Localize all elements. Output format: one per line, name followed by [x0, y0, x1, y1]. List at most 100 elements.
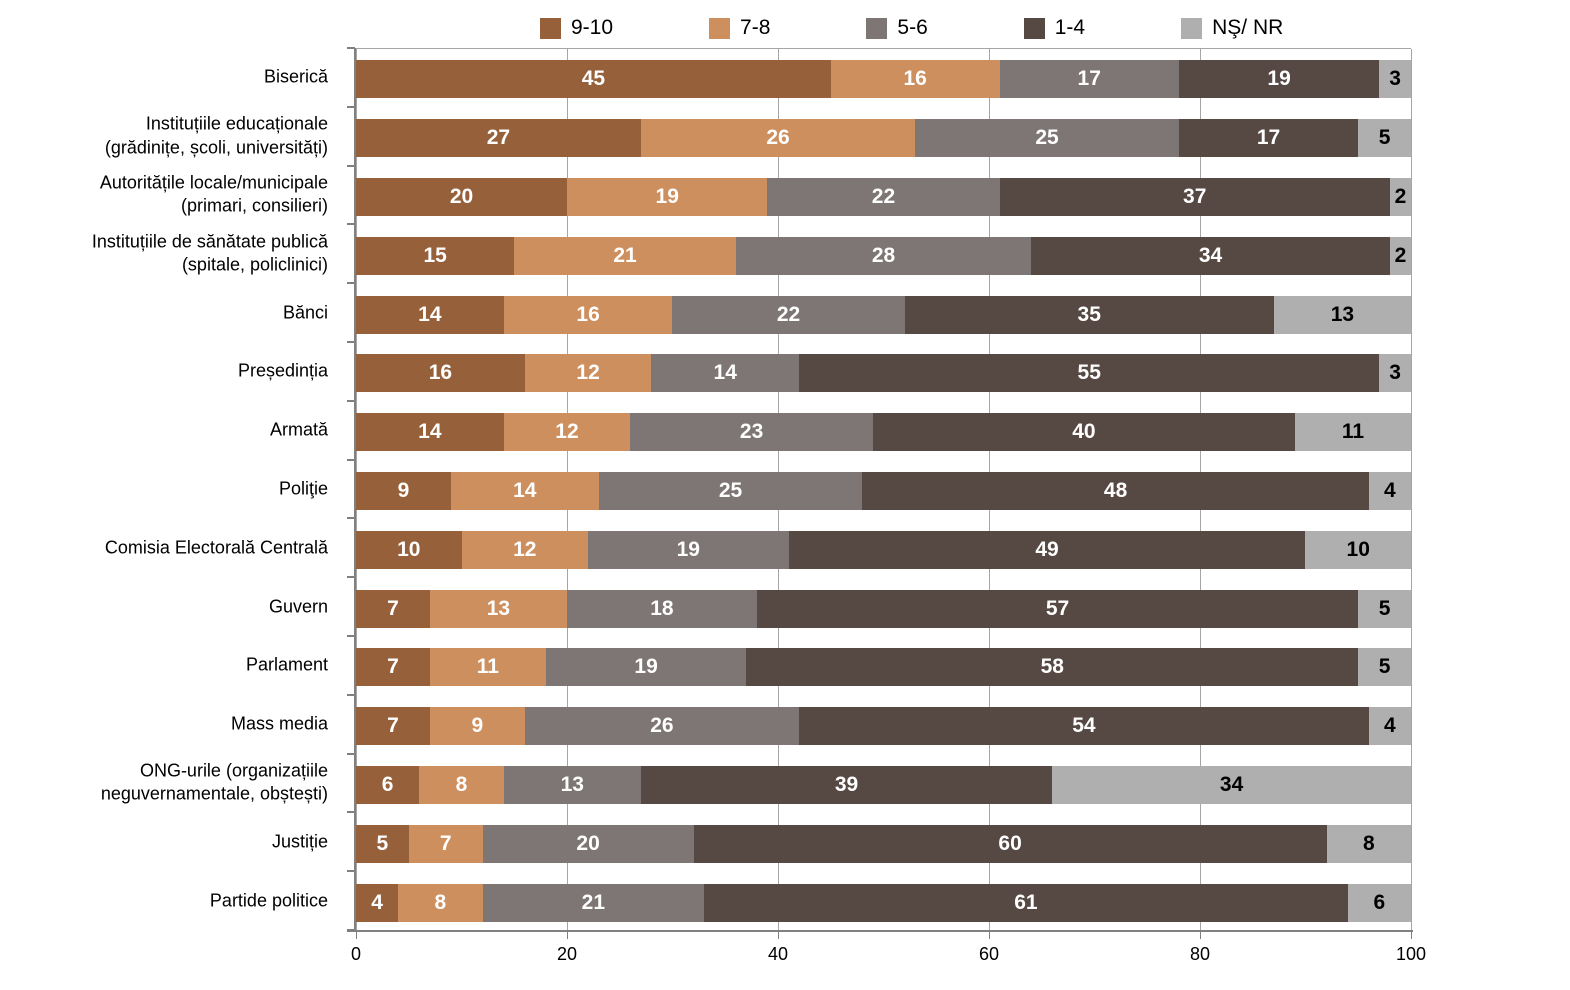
bar-value-label: 17 — [1256, 126, 1281, 150]
x-axis-tick — [989, 930, 990, 939]
y-axis-tick — [347, 576, 355, 579]
bar-segment: 12 — [503, 413, 631, 452]
category-label: Partide politice — [209, 889, 328, 910]
bar-value-label: 4 — [1384, 479, 1396, 502]
bar-value-label: 19 — [634, 655, 658, 679]
bar-value-label: 4 — [1384, 714, 1396, 738]
bar-value-label: 16 — [428, 361, 453, 385]
legend-item: 5-6 — [866, 16, 928, 40]
bar-value-label: 26 — [650, 714, 674, 738]
legend-swatch-icon — [709, 17, 731, 39]
legend-swatch-icon — [1023, 17, 1045, 39]
bar-segment: 58 — [746, 648, 1359, 687]
bar-row: 10 12 19 49 10 — [356, 530, 1411, 569]
bar-segment: 12 — [461, 530, 589, 569]
bar-row: 5 7 20 60 8 — [356, 824, 1411, 863]
bar-value-label: 55 — [1077, 361, 1101, 385]
bar-segment: 9 — [356, 472, 451, 510]
bar-value-label: 3 — [1389, 67, 1401, 91]
bar-value-label: 3 — [1389, 361, 1401, 385]
bar-value-label: 7 — [387, 596, 399, 620]
bar-value-label: 14 — [713, 361, 737, 385]
category-label: Poliţie — [278, 478, 328, 499]
bar-segment: 5 — [1358, 648, 1411, 687]
bar-segment: 54 — [799, 707, 1369, 746]
bar-segment: 61 — [704, 883, 1348, 922]
category-label: Instituțiile educaționale (grădinițe, șc… — [104, 113, 328, 158]
bar-value-label: 15 — [423, 243, 447, 267]
bar-value-label: 19 — [1267, 67, 1291, 91]
chart-legend: 9-10 7-8 5-6 1-4 NŞ/ NR — [540, 16, 1283, 40]
bar-segment: 19 — [1178, 60, 1380, 99]
x-axis-tick-label: 0 — [350, 944, 362, 964]
legend-item: NŞ/ NR — [1181, 16, 1283, 40]
x-axis-tick-label: 20 — [556, 944, 578, 964]
bar-value-label: 4 — [371, 890, 383, 914]
bar-value-label: 40 — [1072, 420, 1096, 444]
y-axis-tick — [347, 458, 355, 461]
bar-row: 6 8 13 39 34 — [356, 766, 1411, 804]
bar-value-label: 12 — [513, 537, 537, 561]
y-axis-tick — [347, 752, 355, 755]
bar-value-label: 8 — [1362, 831, 1375, 855]
bar-value-label: 21 — [581, 890, 606, 914]
bar-value-label: 19 — [655, 185, 679, 208]
bar-value-label: 57 — [1045, 596, 1070, 620]
bar-segment: 48 — [862, 472, 1369, 510]
category-label: Guvern — [268, 595, 328, 616]
bar-value-label: 27 — [486, 126, 511, 150]
bar-value-label: 6 — [1373, 890, 1386, 914]
bar-segment: 13 — [503, 766, 641, 804]
x-axis-line — [347, 930, 1413, 932]
category-label: Bănci — [282, 301, 328, 322]
bar-segment: 34 — [1052, 766, 1411, 804]
x-axis-tick — [778, 930, 779, 939]
bar-segment: 28 — [735, 236, 1032, 275]
bar-segment: 37 — [999, 178, 1390, 216]
bar-segment: 57 — [756, 589, 1359, 628]
category-label: Justiție — [271, 831, 328, 852]
bar-segment: 17 — [999, 60, 1179, 99]
legend-label: 1-4 — [1054, 16, 1086, 39]
category-label: Parlament — [245, 654, 328, 675]
bar-value-label: 17 — [1077, 67, 1101, 91]
bar-value-label: 9 — [397, 479, 410, 502]
bar-row: 27 26 25 17 5 — [356, 119, 1411, 158]
bar-value-label: 7 — [439, 831, 452, 855]
bar-value-label: 2 — [1394, 185, 1407, 208]
bar-value-label: 48 — [1103, 479, 1128, 502]
bar-segment: 22 — [767, 178, 1000, 216]
legend-label: 7-8 — [740, 16, 771, 39]
bar-segment: 26 — [524, 707, 800, 746]
bar-segment: 2 — [1389, 178, 1411, 216]
category-label: Mass media — [230, 713, 328, 734]
bar-value-label: 8 — [455, 773, 468, 796]
x-axis-tick — [1200, 930, 1201, 939]
bar-value-label: 5 — [1378, 655, 1391, 679]
bar-segment: 9 — [429, 707, 525, 746]
legend-swatch-icon — [540, 17, 561, 39]
bar-segment: 8 — [398, 883, 483, 922]
bar-segment: 19 — [567, 178, 768, 216]
bar-row: 7 11 19 58 5 — [356, 648, 1411, 687]
y-axis-tick — [347, 282, 355, 285]
bar-segment: 12 — [524, 354, 652, 393]
x-axis-tick-label: 100 — [1395, 944, 1427, 964]
bar-row: 14 16 22 35 13 — [356, 295, 1411, 334]
bar-segment: 11 — [429, 648, 546, 687]
bar-segment: 6 — [356, 766, 420, 804]
bar-value-label: 12 — [576, 361, 600, 385]
bar-value-label: 16 — [576, 302, 600, 326]
bar-value-label: 16 — [903, 67, 927, 91]
bar-value-label: 35 — [1077, 302, 1101, 326]
bar-segment: 2 — [1389, 236, 1411, 275]
category-label: Instituțiile de sănătate publică (spital… — [91, 231, 328, 275]
legend-swatch-icon — [866, 17, 888, 39]
bar-segment: 21 — [514, 236, 736, 275]
bar-value-label: 7 — [387, 714, 399, 738]
bar-value-label: 7 — [387, 655, 399, 679]
bar-segment: 13 — [429, 589, 567, 628]
bar-row: 20 19 22 37 2 — [356, 178, 1411, 216]
bar-value-label: 21 — [613, 243, 637, 267]
legend-swatch-icon — [1181, 17, 1203, 39]
